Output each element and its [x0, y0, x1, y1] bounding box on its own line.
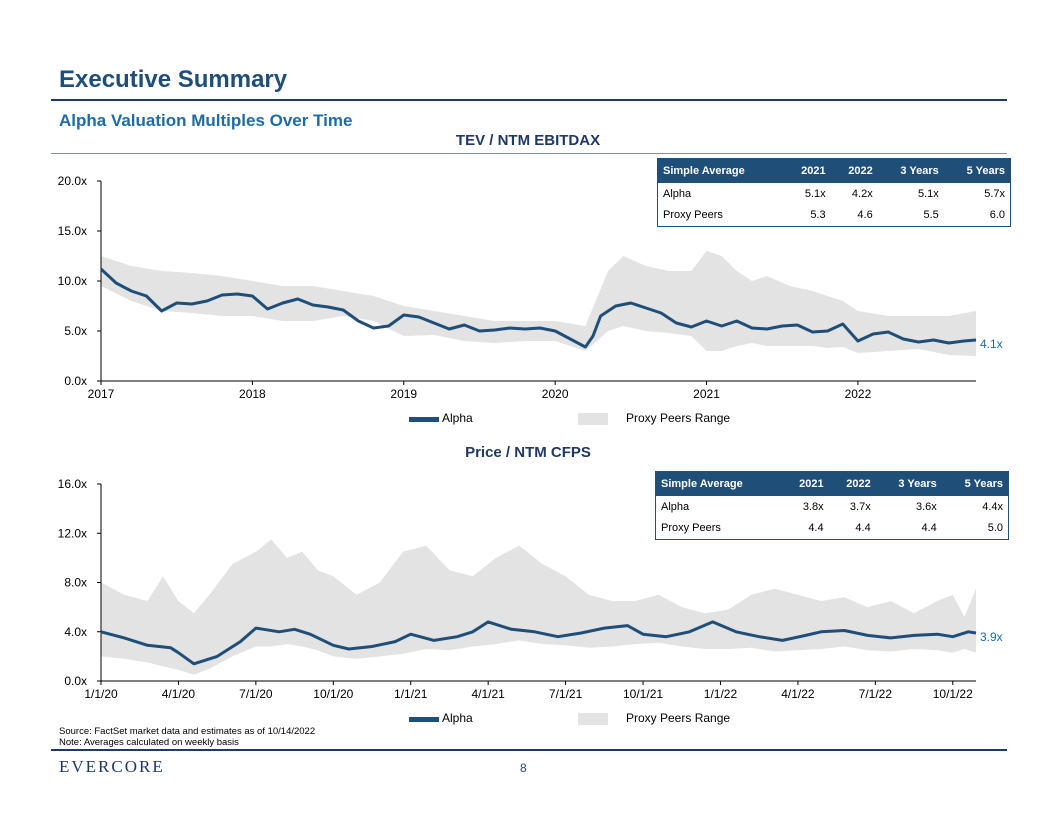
x-tick-label: 2017	[88, 387, 115, 401]
table-header: 5 Years	[941, 471, 1009, 496]
page-number: 8	[520, 761, 527, 775]
section-subtitle: Alpha Valuation Multiples Over Time	[59, 111, 353, 130]
x-tick-label: 4/1/21	[471, 687, 505, 701]
y-tick-label: 16.0x	[58, 477, 87, 491]
alpha-end-value-label: 3.9x	[980, 630, 1003, 644]
x-tick-label: 2018	[239, 387, 266, 401]
footer-divider	[51, 749, 1007, 751]
table-cell: 3.7x	[849, 500, 871, 513]
table-cell: 5.0	[987, 522, 1003, 535]
table-header: 2021	[781, 471, 829, 496]
table-header: 5 Years	[943, 158, 1011, 183]
chart-2-title: Price / NTM CFPS	[465, 444, 591, 461]
table-cell: 4.4	[921, 522, 937, 535]
y-tick-label: 10.0x	[58, 274, 87, 288]
table-cell: 5.5	[923, 209, 939, 222]
x-tick-label: 7/1/21	[549, 687, 583, 701]
chart-1-divider	[51, 153, 1007, 154]
table-cell: Alpha	[663, 187, 692, 200]
table-cell: 5.7x	[984, 187, 1005, 200]
table-header: Simple Average	[657, 158, 784, 183]
table-cell: 3.6x	[915, 500, 937, 513]
chart-1-average-table: Simple Average 2021 2022 3 Years 5 Years…	[657, 158, 1011, 227]
table-cell: 4.4x	[982, 500, 1003, 513]
table-header-row: Simple Average 2021 2022 3 Years 5 Years	[657, 158, 1011, 183]
table-header: 3 Years	[875, 471, 942, 496]
y-tick-label: 0.0x	[64, 674, 87, 688]
y-tick-label: 8.0x	[64, 576, 87, 590]
x-tick-label: 4/1/20	[162, 687, 196, 701]
table-cell: 4.2x	[851, 187, 873, 200]
x-tick-label: 4/1/22	[781, 687, 815, 701]
table-header: 3 Years	[877, 158, 944, 183]
table-cell: Proxy Peers	[661, 522, 721, 535]
x-tick-label: 2021	[693, 387, 720, 401]
page-title: Executive Summary	[59, 66, 288, 93]
x-tick-label: 2020	[542, 387, 569, 401]
x-tick-label: 10/1/22	[933, 687, 973, 701]
source-note: Source: FactSet market data and estimate…	[59, 726, 316, 737]
x-tick-label: 7/1/22	[859, 687, 893, 701]
table-row: Alpha 5.1x 4.2x 5.1x 5.7x	[658, 183, 1011, 205]
legend-range-swatch	[578, 713, 608, 725]
chart-1-ev-ebitdax: 0.0x 5.0x 10.0x 15.0x 20.0x 2017 2018 2019 2020 2…	[58, 174, 1003, 401]
table-cell: Alpha	[661, 500, 690, 513]
table-row: Alpha 3.8x 3.7x 3.6x 4.4x	[656, 496, 1009, 518]
y-tick-label: 12.0x	[58, 526, 87, 540]
x-tick-label: 2022	[845, 387, 872, 401]
y-tick-label: 4.0x	[64, 625, 87, 639]
averages-note: Note: Averages calculated on weekly basi…	[59, 737, 239, 748]
table-cell: 5.3	[810, 209, 826, 222]
x-tick-label: 1/1/22	[704, 687, 738, 701]
legend-range-label: Proxy Peers Range	[626, 711, 731, 725]
chart-2-average-table: Simple Average 2021 2022 3 Years 5 Years…	[655, 471, 1009, 540]
table-header: 2022	[828, 471, 876, 496]
table-row: Proxy Peers 5.3 4.6 5.5 6.0	[658, 205, 1011, 227]
chart-1-title: TEV / NTM EBITDAX	[455, 132, 601, 149]
y-tick-label: 20.0x	[58, 174, 87, 188]
alpha-series-line	[100, 620, 977, 666]
proxy-peers-range-band	[101, 539, 976, 675]
alpha-series-line	[99, 267, 977, 349]
table-cell: 3.8x	[802, 500, 824, 513]
legend-range-label: Proxy Peers Range	[626, 411, 731, 425]
title-divider	[51, 99, 1007, 101]
x-tick-label: 7/1/20	[239, 687, 273, 701]
y-tick-label: 5.0x	[64, 324, 87, 338]
x-tick-label: 2019	[390, 387, 417, 401]
table-cell: 5.1x	[917, 187, 939, 200]
alpha-end-value-label: 4.1x	[980, 337, 1003, 351]
y-tick-label: 15.0x	[58, 224, 87, 238]
table-row: Proxy Peers 4.4 4.4 4.4 5.0	[656, 518, 1009, 540]
evercore-logo: Evercore	[59, 757, 165, 776]
x-tick-label: 1/1/20	[84, 687, 118, 701]
legend-alpha-label: Alpha	[442, 711, 473, 725]
table-cell: Proxy Peers	[663, 209, 723, 222]
x-tick-label: 10/1/20	[313, 687, 353, 701]
table-header: 2022	[830, 158, 878, 183]
x-tick-label: 1/1/21	[394, 687, 428, 701]
table-header-row: Simple Average 2021 2022 3 Years 5 Years	[655, 471, 1009, 496]
table-cell: 6.0	[989, 209, 1005, 222]
table-cell: 5.1x	[804, 187, 826, 200]
table-header: Simple Average	[655, 471, 782, 496]
legend-alpha-swatch	[409, 717, 439, 722]
table-header: 2021	[783, 158, 831, 183]
table-cell: 4.6	[857, 209, 873, 222]
table-cell: 4.4	[808, 522, 824, 535]
x-tick-label: 10/1/21	[623, 687, 663, 701]
legend-alpha-swatch	[409, 417, 439, 422]
legend-alpha-label: Alpha	[442, 411, 473, 425]
y-tick-label: 0.0x	[64, 374, 87, 388]
chart-2-price-cfps: 0.0x 4.0x 8.0x 12.0x 16.0x 1/1/20 4/1/20 7/1/20…	[58, 477, 1003, 701]
table-cell: 4.4	[855, 522, 871, 535]
legend-range-swatch	[578, 413, 608, 425]
